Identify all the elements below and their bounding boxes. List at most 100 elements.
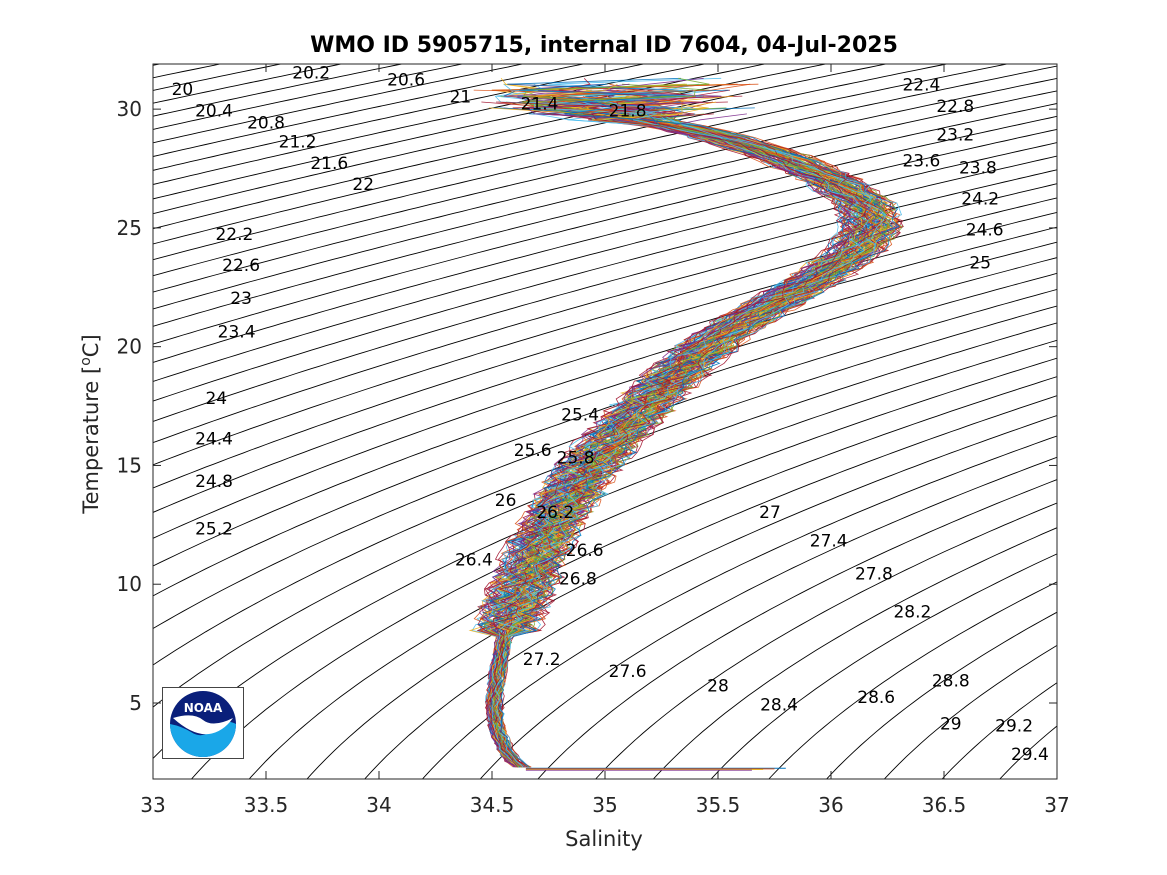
density-contour-36 xyxy=(248,376,1057,779)
density-contour-37 xyxy=(306,395,1057,779)
contour-label-31: 26.2 xyxy=(536,503,574,523)
contour-label-46: 29.2 xyxy=(995,717,1033,737)
density-contour-25 xyxy=(153,197,1057,466)
y-tick-label-2: 15 xyxy=(117,453,142,477)
noaa-emblem-icon: NOAA xyxy=(170,691,236,757)
x-tick-label-7: 36.5 xyxy=(922,793,967,817)
density-contour-24 xyxy=(153,183,1057,444)
contour-label-2: 20.6 xyxy=(387,71,425,91)
x-tick-label-0: 33 xyxy=(140,793,165,817)
contour-label-33: 26.6 xyxy=(566,541,604,561)
contour-label-29: 25.8 xyxy=(557,448,595,468)
density-contour-7 xyxy=(153,64,586,157)
contour-label-25: 24.6 xyxy=(966,220,1004,240)
contour-label-4: 21.4 xyxy=(521,94,559,114)
density-contour-12 xyxy=(153,64,889,230)
density-contour-28 xyxy=(153,241,1057,539)
contour-label-36: 27.4 xyxy=(810,532,848,552)
contour-labels: 20 20.2 20.6 21 21.4 21.8 20.4 20.821.221.622 22… xyxy=(172,64,1049,766)
profile-96 xyxy=(497,89,903,768)
density-contour-18 xyxy=(153,103,1057,327)
chart-title: WMO ID 5905715, internal ID 7604, 04-Jul… xyxy=(310,33,898,58)
contour-label-10: 22 xyxy=(352,175,374,195)
contour-label-13: 23 xyxy=(230,289,252,309)
contour-label-37: 27.8 xyxy=(855,565,893,585)
density-contour-22 xyxy=(153,155,1057,402)
density-contour-30 xyxy=(153,272,1057,597)
logo-wordmark: NOAA xyxy=(184,701,223,715)
density-contour-21 xyxy=(153,142,1057,382)
contour-label-16: 24.4 xyxy=(195,429,233,449)
y-label-super: o xyxy=(78,357,94,366)
x-tick-label-5: 35.5 xyxy=(696,793,741,817)
contour-label-28: 25.6 xyxy=(514,441,552,461)
density-contour-49 xyxy=(999,725,1057,779)
density-contour-4 xyxy=(153,64,404,117)
x-axis-label: Salinity xyxy=(565,827,643,851)
x-axis-ticks: 33 33.5 34 34.5 35 35.5 36 36.5 37 xyxy=(140,64,1070,817)
density-contour-26 xyxy=(153,211,1057,489)
x-tick-label-2: 34 xyxy=(366,793,391,817)
contour-label-43: 28.6 xyxy=(857,688,895,708)
contour-label-19: 22.4 xyxy=(902,75,940,95)
contour-label-24: 24.2 xyxy=(961,189,999,209)
contour-label-20: 22.8 xyxy=(936,97,974,117)
contour-label-32: 26.4 xyxy=(455,551,493,571)
contour-label-45: 29 xyxy=(940,714,962,734)
y-label-prefix: Temperature [ xyxy=(79,366,103,515)
contour-label-18: 25.2 xyxy=(195,520,233,540)
profile-118 xyxy=(488,101,867,768)
contour-label-12: 22.6 xyxy=(222,256,260,276)
density-contour-23 xyxy=(153,169,1057,422)
density-contour-45 xyxy=(768,581,1057,779)
density-contour-13 xyxy=(153,64,949,245)
contour-label-22: 23.6 xyxy=(902,151,940,171)
contour-label-40: 27.6 xyxy=(609,662,647,682)
density-contour-17 xyxy=(153,90,1057,310)
density-contour-27 xyxy=(153,226,1057,513)
contour-label-1: 20.2 xyxy=(292,64,330,84)
density-contour-15 xyxy=(153,65,1057,277)
contour-label-17: 24.8 xyxy=(195,472,233,492)
contour-label-30: 26 xyxy=(495,491,517,511)
y-tick-label-1: 10 xyxy=(117,572,142,596)
density-contour-40 xyxy=(479,456,1057,779)
contour-label-39: 27.2 xyxy=(523,650,561,670)
density-contour-3 xyxy=(153,64,344,104)
density-contour-46 xyxy=(826,611,1057,779)
contour-label-11: 22.2 xyxy=(215,225,253,245)
x-tick-label-8: 37 xyxy=(1044,793,1069,817)
contour-label-7: 20.8 xyxy=(247,113,285,133)
contour-label-14: 23.4 xyxy=(218,322,256,342)
y-label-suffix: C] xyxy=(79,334,103,357)
contour-label-5: 21.8 xyxy=(609,102,647,122)
contour-label-35: 27 xyxy=(759,503,781,523)
contour-label-26: 25 xyxy=(969,254,991,274)
float-profiles xyxy=(468,77,904,771)
x-tick-label-1: 33.5 xyxy=(244,793,289,817)
contour-label-23: 23.8 xyxy=(959,159,997,179)
contour-label-15: 24 xyxy=(205,389,227,409)
contour-label-6: 20.4 xyxy=(195,102,233,122)
x-tick-label-6: 36 xyxy=(818,793,843,817)
density-contour-48 xyxy=(941,682,1057,779)
contour-label-34: 26.8 xyxy=(559,570,597,590)
contour-label-8: 21.2 xyxy=(279,132,317,152)
density-contour-47 xyxy=(883,645,1057,779)
contour-label-9: 21.6 xyxy=(310,154,348,174)
density-contour-16 xyxy=(153,77,1057,293)
contour-label-44: 28.8 xyxy=(932,672,970,692)
density-contour-42 xyxy=(595,502,1057,779)
density-contour-29 xyxy=(153,257,1057,567)
density-contour-35 xyxy=(190,357,1057,779)
y-tick-label-0: 5 xyxy=(129,691,142,715)
contour-label-42: 28.4 xyxy=(760,695,798,715)
profile-104 xyxy=(493,107,887,768)
contour-label-38: 28.2 xyxy=(893,603,931,623)
density-contour-20 xyxy=(153,128,1057,363)
contour-label-41: 28 xyxy=(707,676,729,696)
contour-label-3: 21 xyxy=(450,87,472,107)
density-contour-44 xyxy=(710,553,1057,779)
x-tick-label-4: 35 xyxy=(592,793,617,817)
